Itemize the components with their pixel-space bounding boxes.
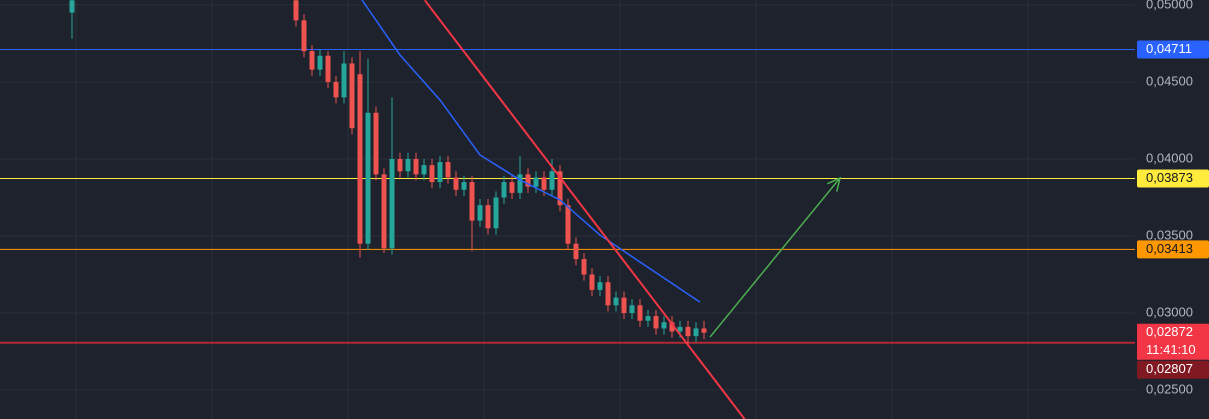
- candle-body: [597, 282, 603, 290]
- candle-body: [365, 112, 371, 244]
- level-label-box: [1137, 40, 1209, 59]
- candle-body: [477, 205, 483, 221]
- candle-body: [645, 316, 651, 321]
- candle-body: [661, 322, 667, 329]
- candle-body: [525, 174, 531, 187]
- candle-body: [309, 51, 315, 70]
- moving-average: [361, 0, 701, 303]
- current-price-label: 0,02872: [1146, 324, 1193, 339]
- candle-body: [509, 182, 515, 193]
- candle-body: [421, 165, 427, 175]
- candle-body: [701, 328, 707, 333]
- candle-body: [293, 0, 299, 21]
- candle-body: [453, 177, 459, 190]
- candle-body: [685, 326, 691, 337]
- countdown: 11:41:10: [1146, 342, 1196, 357]
- level-label: 0,03873: [1146, 170, 1193, 185]
- y-tick-label: 0,02500: [1146, 381, 1193, 396]
- candle-body: [621, 297, 627, 314]
- candle-body: [493, 197, 499, 229]
- candle-body: [429, 165, 435, 183]
- candle-body: [485, 205, 491, 229]
- candle-body: [501, 182, 507, 198]
- level-label-box: [1137, 240, 1209, 259]
- level-label-box: [1137, 169, 1209, 188]
- candle-body: [541, 177, 547, 190]
- candle-body: [301, 20, 307, 52]
- candle-body: [373, 112, 379, 175]
- candle-body: [341, 63, 347, 98]
- candle-body: [461, 182, 467, 190]
- candle-body: [405, 158, 411, 172]
- y-tick-label: 0,04000: [1146, 150, 1193, 165]
- y-tick-label: 0,05000: [1146, 0, 1193, 11]
- candle-body: [437, 162, 443, 183]
- candle-body: [629, 305, 635, 314]
- candle-body: [325, 55, 331, 82]
- candle-body: [381, 174, 387, 249]
- candle-body: [349, 63, 355, 129]
- level-label: 0,04711: [1146, 41, 1192, 56]
- trendline: [424, 0, 746, 419]
- y-tick-label: 0,03000: [1146, 304, 1193, 319]
- level-label: 0,03413: [1146, 241, 1193, 256]
- candle-body: [389, 158, 395, 249]
- candle-body: [469, 182, 475, 221]
- level-label: 0,02807: [1146, 361, 1193, 376]
- candle-body: [581, 259, 587, 275]
- candle-body: [613, 297, 619, 306]
- candle-body: [693, 328, 699, 337]
- y-tick-label: 0,04500: [1146, 73, 1193, 88]
- candle-body: [445, 162, 451, 178]
- candle-body: [573, 243, 579, 260]
- candle-body: [549, 171, 555, 190]
- candle-body: [653, 316, 659, 329]
- candle-body: [637, 305, 643, 321]
- candle-body: [397, 158, 403, 172]
- candle-body: [413, 158, 419, 175]
- candle-body: [669, 322, 675, 332]
- candle-body: [557, 171, 563, 206]
- candle-body: [69, 0, 75, 13]
- y-tick-label: 0,03500: [1146, 227, 1193, 242]
- candle-body: [533, 177, 539, 187]
- candle-body: [677, 326, 683, 332]
- candle-body: [517, 174, 523, 193]
- arrow: [709, 177, 841, 338]
- candle-body: [605, 282, 611, 306]
- candle-body: [317, 55, 323, 70]
- candle-body: [333, 81, 339, 98]
- level-label-box: [1137, 360, 1209, 379]
- candle-body: [565, 205, 571, 244]
- arrow-head: [826, 176, 842, 192]
- candle-body: [357, 74, 363, 244]
- candle-body: [589, 274, 595, 290]
- current-price-box: [1137, 323, 1209, 360]
